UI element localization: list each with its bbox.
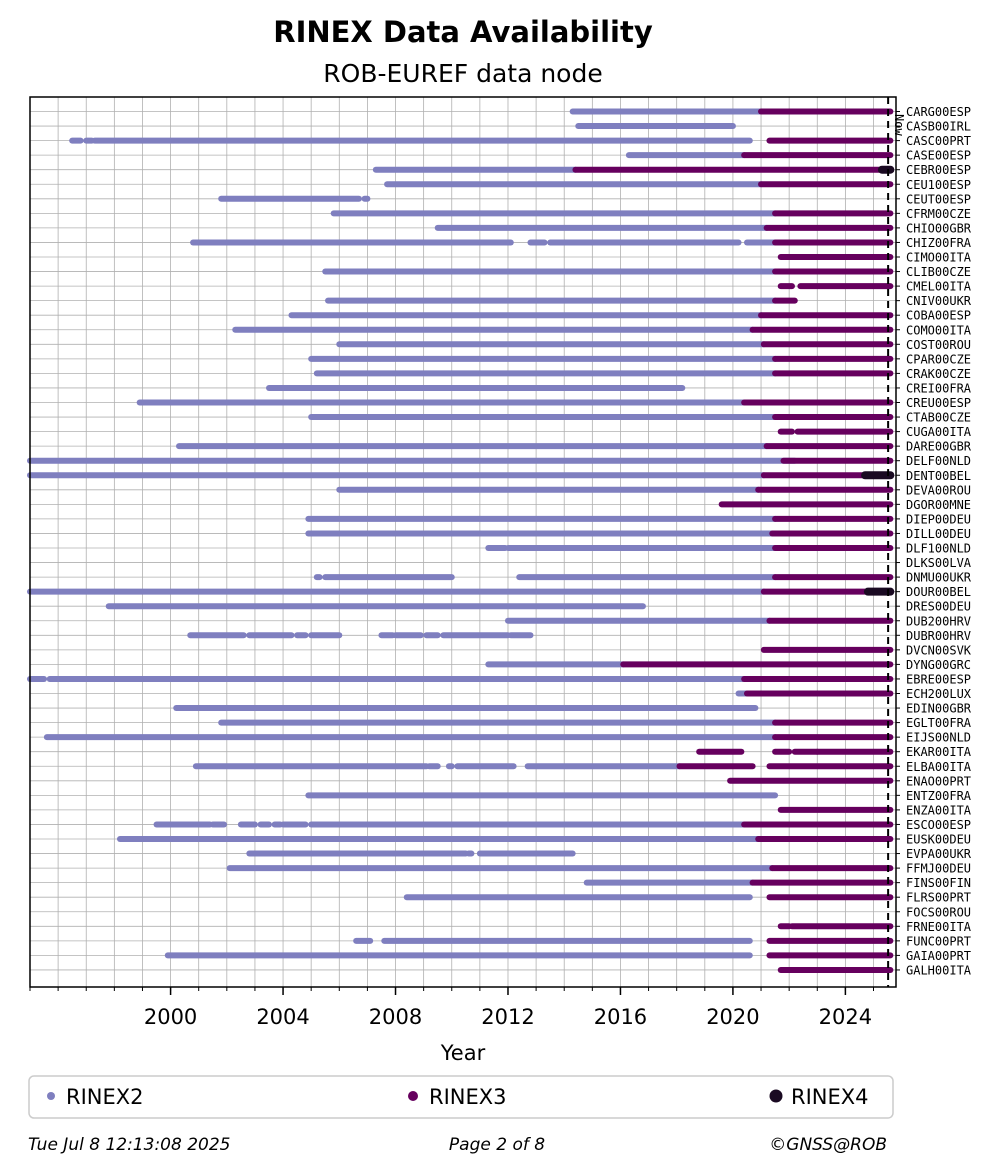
legend-marker-rinex4: [769, 1089, 783, 1103]
legend-label-rinex2: RINEX2: [66, 1085, 144, 1109]
station-label: CPAR00CZE: [906, 352, 971, 366]
legend-box: [28, 1075, 894, 1119]
station-label: CREU00ESP: [906, 396, 971, 410]
footer-timestamp: Tue Jul 8 12:13:08 2025: [28, 1135, 230, 1155]
station-label: GALH00ITA: [906, 963, 972, 977]
legend-marker-rinex3: [408, 1091, 418, 1101]
x-tick-label: 2000: [144, 1005, 197, 1029]
station-label: CHIO00GBR: [906, 221, 972, 235]
station-label: GAIA00PRT: [906, 949, 971, 963]
station-label: DNMU00UKR: [906, 571, 972, 585]
station-label: FINS00FIN: [906, 876, 971, 890]
legend: RINEX2 RINEX3 RINEX4: [47, 1085, 869, 1109]
x-axis-label: Year: [440, 1041, 486, 1065]
station-label: EDIN00GBR: [906, 702, 972, 716]
legend-label-rinex3: RINEX3: [429, 1085, 507, 1109]
station-label: DUB200HRV: [906, 614, 971, 628]
footer-credit: ©GNSS@ROB: [769, 1135, 887, 1155]
availability-bars: [27, 108, 895, 973]
station-label: DILL00DEU: [906, 527, 971, 541]
x-axis-ticks: 2000 2004 2008 2012 2016 2020 2024: [29, 987, 875, 1029]
station-label: ECH200LUX: [906, 687, 972, 701]
station-label: FLRS00PRT: [906, 891, 971, 905]
plot-frame: [29, 96, 897, 988]
station-label: CEUT00ESP: [906, 192, 971, 206]
footer-page: Page 2 of 8: [449, 1135, 545, 1155]
station-label: COBA00ESP: [906, 309, 971, 323]
x-tick-label: 2008: [369, 1005, 422, 1029]
legend-marker-rinex2: [47, 1092, 55, 1100]
station-label: ENTZ00FRA: [906, 789, 972, 803]
station-label: COMO00ITA: [906, 323, 972, 337]
station-labels: CARG00ESPCASB00IRLCASC00PRTCASE00ESPCEBR…: [896, 105, 972, 977]
station-label: CASB00IRL: [906, 120, 971, 134]
station-label: FOCS00ROU: [906, 905, 971, 919]
station-label: CMEL00ITA: [906, 280, 972, 294]
station-label: FFMJ00DEU: [906, 862, 971, 876]
station-label: DRES00DEU: [906, 600, 971, 614]
station-label: ELBA00ITA: [906, 760, 972, 774]
station-label: DVCN00SVK: [906, 643, 972, 657]
station-label: ENZA00ITA: [906, 803, 972, 817]
x-tick-label: 2024: [819, 1005, 872, 1029]
station-label: CLIB00CZE: [906, 265, 971, 279]
station-label: CFRM00CZE: [906, 207, 971, 221]
station-label: EIJS00NLD: [906, 731, 971, 745]
station-label: EGLT00FRA: [906, 716, 972, 730]
station-label: CNIV00UKR: [906, 294, 972, 308]
station-label: DYNG00GRC: [906, 658, 971, 672]
station-label: EVPA00UKR: [906, 847, 972, 861]
station-label: CASE00ESP: [906, 149, 971, 163]
station-label: DARE00GBR: [906, 440, 972, 454]
station-label: DELF00NLD: [906, 454, 971, 468]
station-label: COST00ROU: [906, 338, 971, 352]
station-label: EUSK00DEU: [906, 833, 971, 847]
station-label: DENT00BEL: [906, 469, 971, 483]
station-label: DGOR00MNE: [906, 498, 971, 512]
now-label: Now: [892, 114, 906, 136]
station-label: DUBR00HRV: [906, 629, 971, 643]
station-label: DOUR00BEL: [906, 585, 971, 599]
station-label: CEU100ESP: [906, 178, 971, 192]
station-label: DLKS00LVA: [906, 556, 972, 570]
chart-title: RINEX Data Availability: [273, 15, 653, 49]
station-label: CARG00ESP: [906, 105, 971, 119]
station-label: DLF100NLD: [906, 542, 971, 556]
x-tick-label: 2004: [256, 1005, 309, 1029]
station-label: CUGA00ITA: [906, 425, 972, 439]
station-label: CASC00PRT: [906, 134, 971, 148]
station-label: CIMO00ITA: [906, 251, 972, 265]
station-label: EKAR00ITA: [906, 745, 972, 759]
station-label: FRNE00ITA: [906, 920, 972, 934]
station-label: DIEP00DEU: [906, 512, 971, 526]
station-label: DEVA00ROU: [906, 483, 971, 497]
station-label: ESCO00ESP: [906, 818, 971, 832]
station-label: CHIZ00FRA: [906, 236, 972, 250]
x-tick-label: 2020: [706, 1005, 759, 1029]
x-tick-label: 2016: [594, 1005, 647, 1029]
x-tick-label: 2012: [481, 1005, 534, 1029]
legend-label-rinex4: RINEX4: [791, 1085, 869, 1109]
station-label: CEBR00ESP: [906, 163, 971, 177]
station-label: EBRE00ESP: [906, 672, 971, 686]
chart-subtitle: ROB-EUREF data node: [323, 59, 602, 88]
station-label: CRAK00CZE: [906, 367, 971, 381]
station-label: ENAO00PRT: [906, 774, 971, 788]
station-label: CTAB00CZE: [906, 411, 971, 425]
station-label: CREI00FRA: [906, 381, 972, 395]
station-label: FUNC00PRT: [906, 934, 971, 948]
